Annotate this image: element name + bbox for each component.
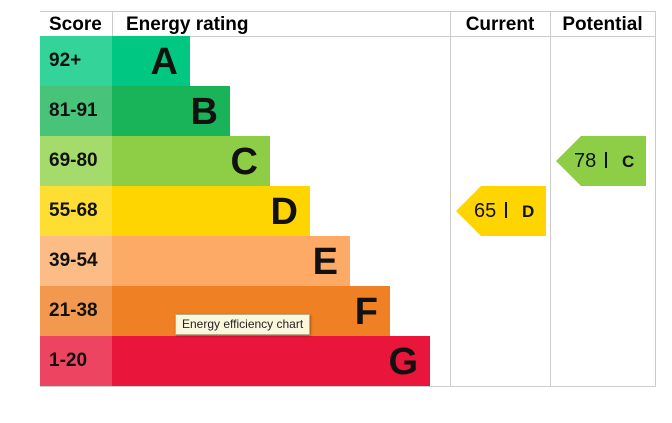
potential-header: Potential (562, 14, 643, 35)
potential-rating-arrow: 78 C (556, 136, 646, 186)
potential-rating-value: 78 (574, 150, 597, 172)
potential-column-divider (550, 11, 551, 387)
current-column-divider (450, 11, 451, 387)
right-border (655, 11, 656, 387)
score-range-c: 69-80 (40, 136, 112, 186)
potential-rating-band: C (622, 152, 635, 171)
rating-letter-g: G (388, 341, 418, 383)
rating-bar-c: C (112, 136, 270, 186)
chart-bottom-border (40, 386, 656, 387)
current-rating-value: 65 (474, 200, 497, 222)
rating-row-b: 81-91 B (40, 86, 450, 136)
header-bottom-border (40, 36, 656, 37)
rating-row-e: 39-54 E (40, 236, 450, 286)
potential-arrow-shape (556, 136, 646, 186)
rating-letter-a: A (150, 41, 178, 83)
energy-efficiency-chart: Score Energy rating Current Potential 92… (40, 11, 656, 387)
current-rating-band: D (522, 202, 535, 221)
current-arrow-shape (456, 186, 546, 236)
rating-bar-b: B (112, 86, 230, 136)
rating-row-d: 55-68 D (40, 186, 450, 236)
score-range-f: 21-38 (40, 286, 112, 336)
current-rating-arrow: 65 D (456, 186, 546, 236)
score-range-d: 55-68 (40, 186, 112, 236)
rating-bar-g: G (112, 336, 430, 386)
score-range-b: 81-91 (40, 86, 112, 136)
header-divider (112, 11, 113, 36)
rating-row-c: 69-80 C (40, 136, 450, 186)
potential-rating-separator (605, 152, 607, 168)
current-rating-separator (505, 202, 507, 218)
rating-letter-b: B (190, 91, 218, 133)
rating-bar-e: E (112, 236, 350, 286)
rating-letter-e: E (312, 241, 338, 283)
energy-rating-header: Energy rating (126, 14, 249, 35)
score-range-e: 39-54 (40, 236, 112, 286)
rating-bar-a: A (112, 36, 190, 86)
score-range-g: 1-20 (40, 336, 112, 386)
tooltip: Energy efficiency chart (175, 314, 311, 335)
rating-row-g: 1-20 G (40, 336, 450, 386)
current-header: Current (465, 14, 535, 35)
rating-letter-c: C (230, 141, 258, 183)
rating-bar-d: D (112, 186, 310, 236)
header-top-border (40, 11, 656, 12)
rating-row-a: 92+ A (40, 36, 450, 86)
rating-letter-f: F (354, 291, 378, 333)
score-header: Score (49, 14, 102, 35)
score-range-a: 92+ (40, 36, 112, 86)
rating-letter-d: D (270, 191, 298, 233)
